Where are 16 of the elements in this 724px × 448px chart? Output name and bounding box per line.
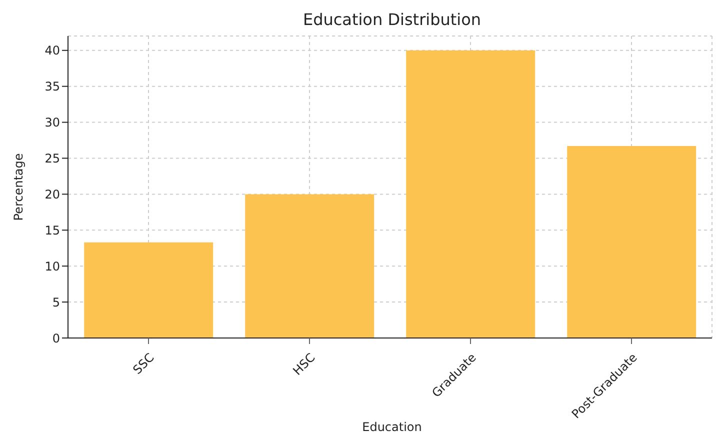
y-tick-label: 40	[44, 44, 60, 58]
bar	[406, 50, 536, 338]
y-tick-label: 25	[44, 152, 60, 166]
chart-title: Education Distribution	[302, 10, 482, 29]
y-tick-label: 35	[44, 80, 60, 94]
bar	[567, 146, 696, 338]
y-tick-label: 20	[44, 187, 60, 202]
y-axis-title: Percentage	[11, 153, 26, 221]
bar	[84, 242, 214, 338]
y-tick-label: 30	[44, 116, 60, 130]
y-tick-label: 10	[44, 259, 60, 274]
y-tick-label: 15	[44, 223, 60, 238]
y-tick-label: 0	[52, 331, 60, 346]
bar	[245, 194, 374, 338]
y-tick-label: 5	[52, 295, 60, 310]
x-axis-title: Education	[361, 420, 423, 434]
